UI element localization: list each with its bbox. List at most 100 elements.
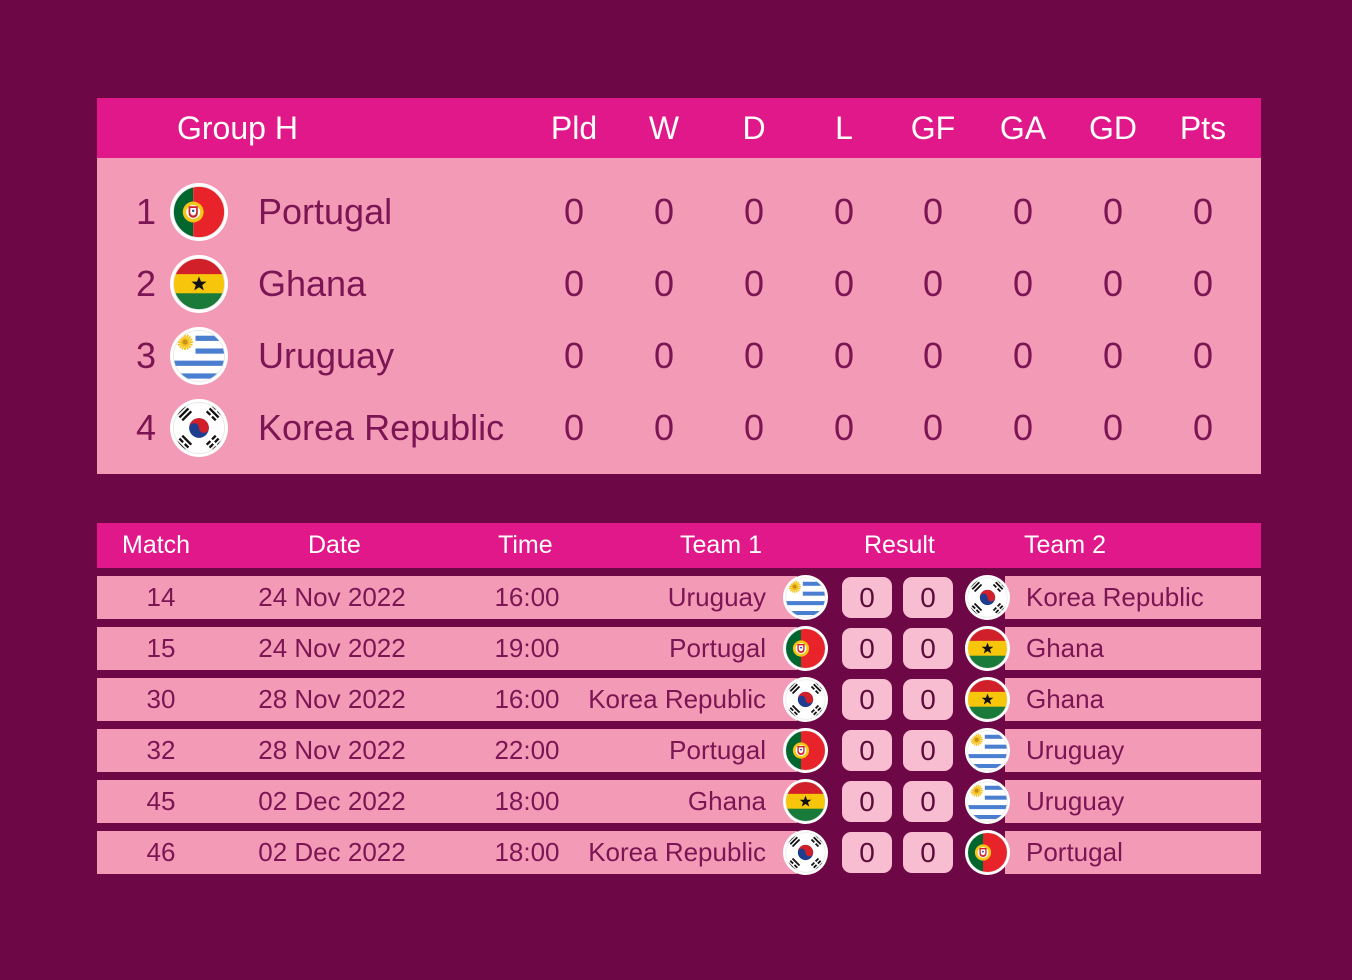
- match-number: 32: [146, 735, 176, 765]
- ghana-flag-icon: [965, 626, 1010, 671]
- team2-name: Uruguay: [1026, 786, 1125, 816]
- standings-row: 3 Uruguay 0 0 0 0 0 0 0 0: [97, 320, 1261, 392]
- stat-pld: 0: [563, 407, 585, 448]
- stat-l: 0: [833, 335, 855, 376]
- column-header-d: D: [742, 110, 766, 146]
- team-rank: 2: [135, 263, 157, 304]
- stat-pts: 0: [1192, 335, 1214, 376]
- group-title: Group H: [177, 110, 298, 146]
- team1-score: 0: [842, 628, 892, 669]
- match-number: 15: [146, 633, 176, 663]
- team2-score: 0: [903, 577, 953, 618]
- korea-flag-icon: [965, 575, 1010, 620]
- match-date: 28 Nov 2022: [258, 735, 406, 765]
- team1-score: 0: [842, 781, 892, 822]
- match-number: 30: [146, 684, 176, 714]
- match-time: 22:00: [494, 735, 560, 765]
- stat-ga: 0: [1012, 407, 1034, 448]
- stat-d: 0: [743, 263, 765, 304]
- column-header-gf: GF: [910, 110, 956, 146]
- team2-name: Portugal: [1026, 837, 1123, 867]
- portugal-flag-icon: [170, 183, 228, 241]
- stat-ga: 0: [1012, 335, 1034, 376]
- team-rank: 3: [135, 335, 157, 376]
- korea-flag-icon: [783, 677, 828, 722]
- stat-ga: 0: [1012, 263, 1034, 304]
- match-number: 45: [146, 786, 176, 816]
- match-date: 28 Nov 2022: [258, 684, 406, 714]
- fixtures-header-match: Match: [122, 531, 191, 559]
- fixtures-header-date: Date: [308, 531, 361, 559]
- stat-gf: 0: [922, 263, 944, 304]
- stat-gd: 0: [1102, 407, 1124, 448]
- team2-name: Ghana: [1026, 633, 1105, 663]
- ghana-flag-icon: [783, 779, 828, 824]
- fixtures-header: Match Date Time Team 1 Result Team 2: [97, 523, 1261, 568]
- stat-w: 0: [653, 263, 675, 304]
- stat-d: 0: [743, 407, 765, 448]
- fixture-row: 30 28 Nov 2022 16:00 Korea Republic 0 0 Ghana: [97, 677, 1261, 722]
- match-number: 14: [146, 582, 176, 612]
- match-date: 02 Dec 2022: [258, 837, 406, 867]
- stat-l: 0: [833, 407, 855, 448]
- team-name: Uruguay: [258, 335, 395, 376]
- match-time: 19:00: [494, 633, 560, 663]
- team2-name: Korea Republic: [1026, 582, 1204, 612]
- match-date: 02 Dec 2022: [258, 786, 406, 816]
- uruguay-flag-icon: [783, 575, 828, 620]
- stat-pld: 0: [563, 191, 585, 232]
- match-time: 16:00: [494, 684, 560, 714]
- ghana-flag-icon: [965, 677, 1010, 722]
- stat-pts: 0: [1192, 191, 1214, 232]
- portugal-flag-icon: [965, 830, 1010, 875]
- ghana-flag-icon: [170, 255, 228, 313]
- fixtures-header-team1: Team 1: [680, 531, 762, 559]
- team-name: Korea Republic: [258, 407, 505, 448]
- uruguay-flag-icon: [170, 327, 228, 385]
- stat-ga: 0: [1012, 191, 1034, 232]
- standings-row: 4 Korea Republic 0 0 0 0 0 0 0 0: [97, 392, 1261, 464]
- stat-gf: 0: [922, 191, 944, 232]
- stat-gf: 0: [922, 335, 944, 376]
- team1-score: 0: [842, 679, 892, 720]
- team-rank: 1: [135, 191, 157, 232]
- stat-gf: 0: [922, 407, 944, 448]
- standings-row: 1 Portugal 0 0 0 0 0 0 0 0: [97, 176, 1261, 248]
- stat-pld: 0: [563, 263, 585, 304]
- team1-score: 0: [842, 832, 892, 873]
- match-date: 24 Nov 2022: [258, 582, 406, 612]
- standings-row: 2 Ghana 0 0 0 0 0 0 0 0: [97, 248, 1261, 320]
- fixture-row: 14 24 Nov 2022 16:00 Uruguay 0 0 Korea Republi…: [97, 575, 1261, 620]
- team-rank: 4: [135, 407, 157, 448]
- fixtures-header-team2: Team 2: [1024, 531, 1106, 559]
- fixture-row: 32 28 Nov 2022 22:00 Portugal 0 0 Uruguay: [97, 728, 1261, 773]
- column-header-gd: GD: [1089, 110, 1137, 146]
- stat-pts: 0: [1192, 263, 1214, 304]
- uruguay-flag-icon: [965, 779, 1010, 824]
- team2-score: 0: [903, 832, 953, 873]
- stat-l: 0: [833, 191, 855, 232]
- team1-name: Ghana: [687, 786, 766, 816]
- stat-pts: 0: [1192, 407, 1214, 448]
- match-date: 24 Nov 2022: [258, 633, 406, 663]
- stat-gd: 0: [1102, 263, 1124, 304]
- team-name: Ghana: [258, 263, 367, 304]
- fixture-row: 46 02 Dec 2022 18:00 Korea Republic 0 0 Portug…: [97, 830, 1261, 875]
- stat-w: 0: [653, 407, 675, 448]
- column-header-w: W: [648, 110, 680, 146]
- team2-name: Uruguay: [1026, 735, 1125, 765]
- match-time: 18:00: [494, 837, 560, 867]
- standings-header: Group H Pld W D L GF GA GD Pts: [97, 98, 1261, 158]
- team1-score: 0: [842, 577, 892, 618]
- fixtures-header-result: Result: [864, 531, 935, 559]
- column-header-l: L: [835, 110, 853, 146]
- korea-flag-icon: [170, 399, 228, 457]
- team1-name: Korea Republic: [588, 837, 766, 867]
- team1-name: Portugal: [669, 633, 766, 663]
- team2-score: 0: [903, 730, 953, 771]
- team1-score: 0: [842, 730, 892, 771]
- column-header-pts: Pts: [1179, 110, 1227, 146]
- team2-score: 0: [903, 679, 953, 720]
- team2-score: 0: [903, 628, 953, 669]
- stat-d: 0: [743, 335, 765, 376]
